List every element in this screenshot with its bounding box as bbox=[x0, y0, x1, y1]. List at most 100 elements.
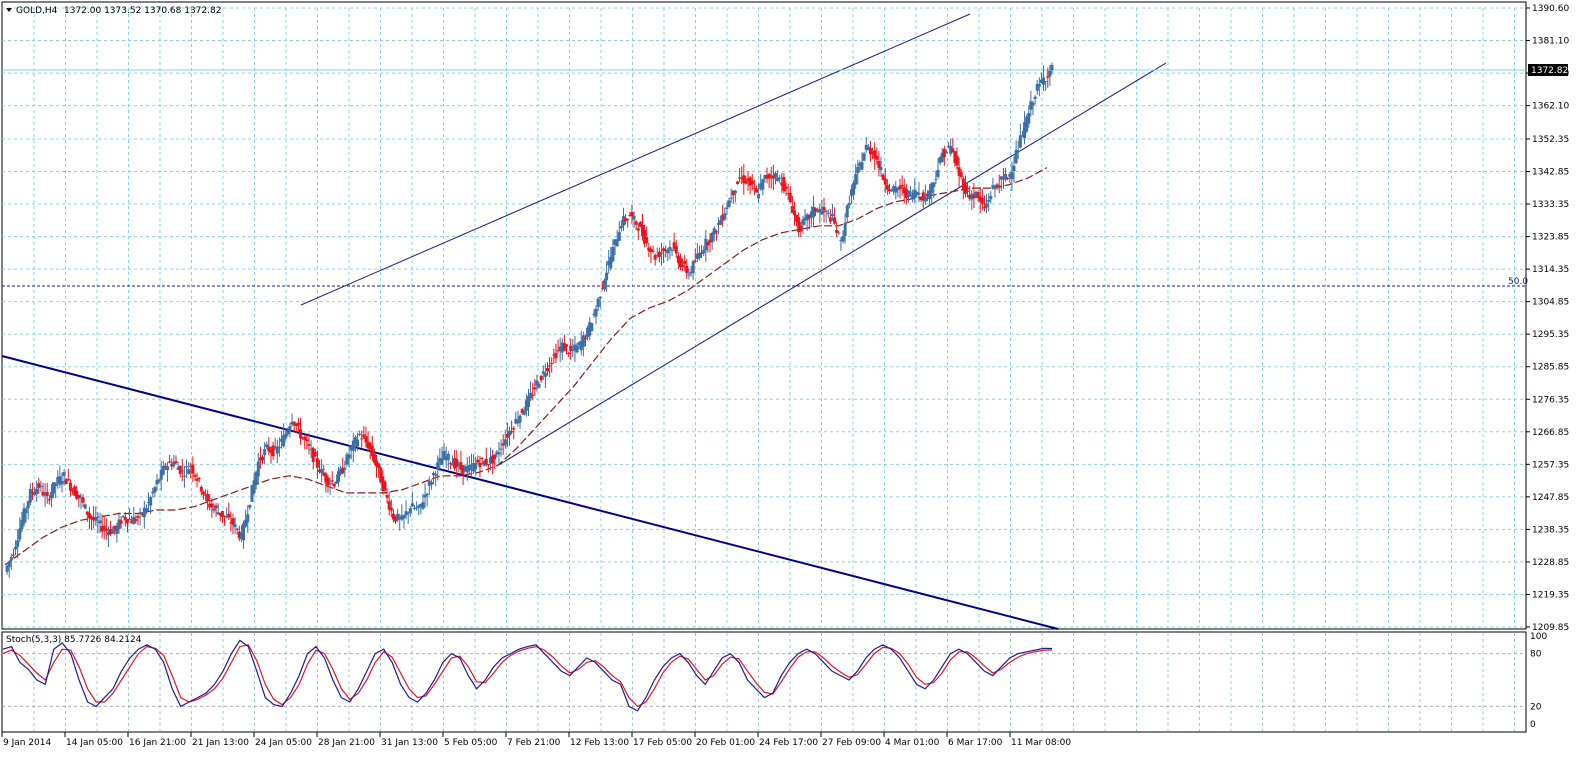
candle-body bbox=[662, 248, 666, 252]
candle-body bbox=[311, 447, 315, 463]
candle-body bbox=[113, 525, 117, 531]
candle-body bbox=[1001, 178, 1005, 180]
candle-body bbox=[1016, 150, 1020, 153]
y-tick-label: 1257.35 bbox=[1532, 460, 1569, 470]
candle-body bbox=[94, 517, 98, 521]
candle-body bbox=[193, 474, 197, 477]
candle-body bbox=[349, 446, 353, 451]
candle-body bbox=[277, 447, 281, 449]
candle-body bbox=[742, 175, 746, 184]
x-tick-label: 14 Jan 05:00 bbox=[66, 738, 123, 748]
candle-body bbox=[11, 554, 15, 556]
candle-body bbox=[826, 212, 830, 214]
price-axis: 1390.601381.101371.601362.101352.351342.… bbox=[1526, 4, 1569, 633]
candle-body bbox=[780, 182, 784, 186]
candle-body bbox=[864, 144, 868, 150]
candle-body bbox=[545, 367, 549, 372]
candle-body bbox=[746, 178, 750, 181]
candle-body bbox=[792, 210, 796, 216]
candle-body bbox=[1027, 112, 1031, 124]
candle-body bbox=[552, 354, 556, 356]
candle-body bbox=[1039, 79, 1043, 84]
candle-body bbox=[771, 175, 775, 179]
candle-body bbox=[284, 433, 288, 439]
candle-body bbox=[225, 516, 229, 518]
candle-body bbox=[957, 167, 961, 176]
candle-body bbox=[163, 465, 167, 468]
candle-body bbox=[187, 469, 191, 474]
symbol-label: GOLD,H4 bbox=[16, 6, 58, 16]
candle-body bbox=[79, 497, 83, 499]
candle-body bbox=[626, 219, 630, 221]
channel-lower-line[interactable] bbox=[496, 62, 1167, 467]
candle-body bbox=[539, 376, 543, 381]
candle-body bbox=[491, 455, 495, 464]
candle-body bbox=[731, 190, 735, 196]
candle-body bbox=[30, 491, 34, 493]
main-grid bbox=[2, 7, 1526, 628]
candle-body bbox=[765, 175, 769, 179]
candle-body bbox=[729, 197, 733, 199]
candle-body bbox=[820, 210, 824, 215]
candle-body bbox=[227, 513, 231, 518]
candle-body bbox=[1006, 177, 1010, 179]
candle-body bbox=[632, 215, 636, 220]
candle-body bbox=[75, 490, 79, 499]
candle-body bbox=[898, 185, 902, 190]
candle-body bbox=[767, 174, 771, 179]
candle-body bbox=[896, 188, 900, 191]
candle-body bbox=[970, 193, 974, 200]
candle-body bbox=[451, 463, 455, 466]
candle-body bbox=[634, 221, 638, 225]
candle-body bbox=[252, 480, 256, 494]
candle-body bbox=[805, 214, 809, 221]
candle-body bbox=[191, 464, 195, 474]
dropdown-arrow-icon[interactable] bbox=[6, 8, 12, 12]
candle-body bbox=[377, 463, 381, 468]
candle-body bbox=[997, 186, 1001, 188]
candle-body bbox=[854, 174, 858, 185]
candle-body bbox=[400, 515, 404, 520]
candle-body bbox=[275, 446, 279, 454]
stoch-label: Stoch(5,3,3) 85.7726 84.2124 bbox=[6, 635, 142, 645]
candle-body bbox=[685, 265, 689, 274]
candle-body bbox=[142, 507, 146, 518]
candle-body bbox=[305, 439, 309, 442]
candle-body bbox=[432, 472, 436, 476]
candle-body bbox=[890, 189, 894, 191]
stoch-signal-line bbox=[2, 644, 1053, 708]
candle-body bbox=[258, 457, 262, 461]
candle-body bbox=[242, 523, 246, 541]
candle-body bbox=[189, 465, 193, 467]
candle-body bbox=[959, 172, 963, 178]
candle-body bbox=[68, 482, 72, 491]
y-tick-label: 1219.35 bbox=[1532, 590, 1569, 600]
candle-body bbox=[24, 508, 28, 513]
candle-body bbox=[214, 505, 218, 509]
x-tick-label: 24 Jan 05:00 bbox=[255, 738, 312, 748]
candle-body bbox=[417, 505, 421, 508]
candle-body bbox=[87, 513, 91, 519]
candle-body bbox=[778, 177, 782, 179]
x-tick-label: 7 Feb 21:00 bbox=[507, 738, 561, 748]
candle-body bbox=[303, 436, 307, 440]
candle-body bbox=[953, 151, 957, 163]
candle-body bbox=[556, 350, 560, 352]
candle-body bbox=[155, 480, 159, 485]
candle-body bbox=[292, 421, 296, 426]
candle-body bbox=[413, 507, 417, 509]
descending-trendline[interactable] bbox=[1, 355, 1059, 630]
channel-upper-line[interactable] bbox=[300, 13, 971, 306]
candle-body bbox=[372, 453, 376, 463]
candle-body bbox=[980, 197, 984, 204]
candle-body bbox=[280, 439, 284, 442]
candle-body bbox=[351, 440, 355, 451]
candle-body bbox=[353, 437, 357, 444]
candle-body bbox=[906, 190, 910, 197]
candle-body bbox=[1029, 101, 1033, 110]
candle-body bbox=[928, 190, 932, 200]
candle-body bbox=[263, 449, 267, 456]
y-tick-label: 1209.85 bbox=[1532, 623, 1569, 633]
candle-body bbox=[81, 497, 85, 503]
